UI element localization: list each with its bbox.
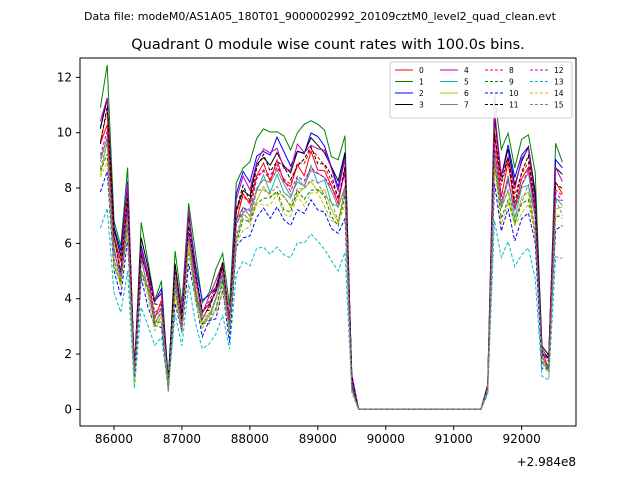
axes-frame	[79, 57, 577, 427]
x-offset-label: +2.984e8	[517, 455, 576, 469]
y-tick-label: 12	[57, 70, 72, 84]
plot-background	[80, 58, 576, 426]
legend-frame	[389, 61, 573, 119]
legend-label-3: 3	[419, 101, 424, 110]
y-tick-label: 8	[64, 181, 72, 195]
x-tick-label: 86000	[95, 432, 133, 446]
axes-group: 86000 87000 88000 89000 90000 91000 92000 0 2 4 6 8…	[57, 57, 577, 446]
legend-label-12: 12	[554, 66, 564, 75]
legend-label-14: 14	[554, 89, 564, 98]
legend-label-7: 7	[464, 101, 469, 110]
legend-label-5: 5	[464, 78, 469, 87]
y-tick-label: 0	[64, 402, 72, 416]
y-tick-label: 6	[64, 236, 72, 250]
plot-area	[80, 58, 576, 426]
legend-label-15: 15	[554, 101, 564, 110]
x-tick-label: 90000	[367, 432, 405, 446]
series-group	[99, 64, 563, 410]
legend-label-2: 2	[419, 89, 424, 98]
legend-label-11: 11	[509, 101, 519, 110]
legend-label-13: 13	[554, 78, 564, 87]
legend-label-9: 9	[509, 78, 514, 87]
legend-label-4: 4	[464, 66, 469, 75]
legend-label-0: 0	[419, 66, 424, 75]
x-tick-label: 92000	[503, 432, 541, 446]
legend-label-6: 6	[464, 89, 469, 98]
x-tick-label: 87000	[163, 432, 201, 446]
series-line-13	[99, 208, 563, 410]
y-tick-label: 4	[64, 292, 72, 306]
chart-suptitle: Data file: modeM0/AS1A05_180T01_90000029…	[84, 10, 557, 23]
y-tick-label: 10	[57, 126, 72, 140]
x-tick-label: 89000	[299, 432, 337, 446]
legend-label-8: 8	[509, 66, 514, 75]
x-tick-label: 88000	[231, 432, 269, 446]
chart-title: Quadrant 0 module wise count rates with …	[131, 37, 525, 53]
series-line-11	[99, 106, 563, 410]
x-tick-label: 91000	[435, 432, 473, 446]
legend-label-1: 1	[419, 78, 424, 87]
legend-label-10: 10	[509, 89, 519, 98]
series-line-15	[99, 142, 563, 410]
y-tick-label: 2	[64, 347, 72, 361]
